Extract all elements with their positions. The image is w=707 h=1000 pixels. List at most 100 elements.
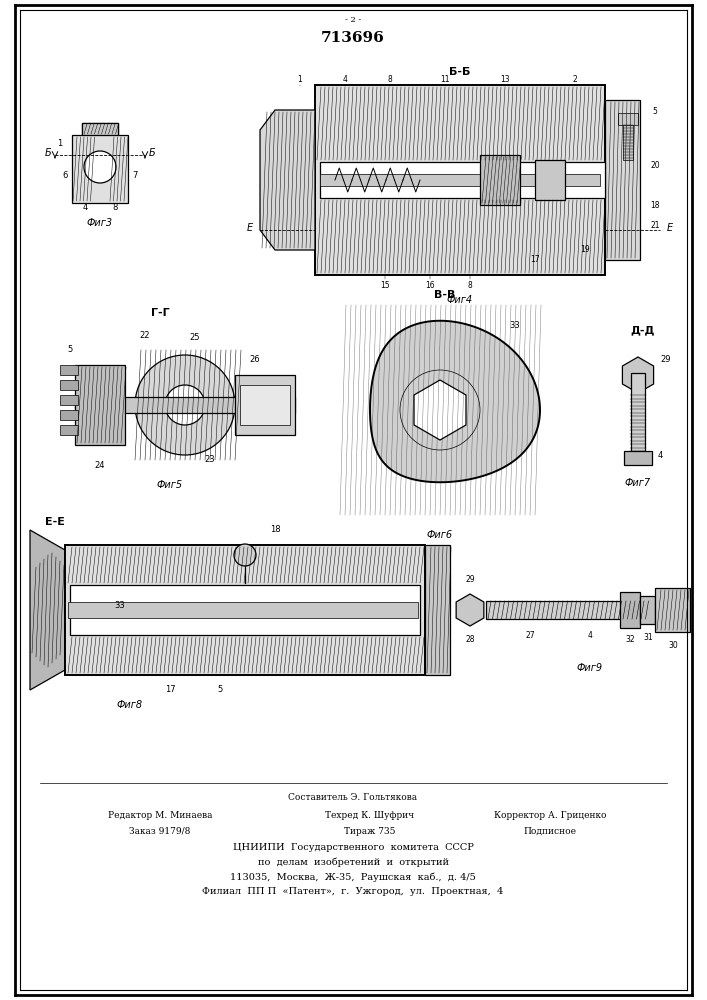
Text: E: E <box>247 223 253 233</box>
Text: - 2 -: - 2 - <box>345 16 361 24</box>
Bar <box>240 385 290 425</box>
Text: 31: 31 <box>643 634 653 643</box>
Text: Фиг6: Фиг6 <box>427 530 453 540</box>
Text: 21: 21 <box>650 221 660 230</box>
Polygon shape <box>414 380 466 440</box>
Text: 4: 4 <box>83 202 88 212</box>
Bar <box>631 373 645 455</box>
Polygon shape <box>30 530 65 690</box>
Text: 7: 7 <box>132 170 138 180</box>
Text: Корректор А. Гриценко: Корректор А. Гриценко <box>493 810 606 820</box>
Text: 5: 5 <box>653 107 658 116</box>
Bar <box>60 395 78 405</box>
Text: 26: 26 <box>250 356 260 364</box>
Text: Фиг7: Фиг7 <box>625 478 651 488</box>
Bar <box>624 451 652 465</box>
Text: Б-Б: Б-Б <box>450 67 471 77</box>
Text: 27: 27 <box>525 631 534 640</box>
Text: Е-Е: Е-Е <box>45 517 65 527</box>
Circle shape <box>165 385 205 425</box>
Bar <box>315 85 605 275</box>
Text: 4: 4 <box>343 76 347 85</box>
Text: 29: 29 <box>661 356 671 364</box>
Bar <box>618 113 638 125</box>
Text: Редактор М. Минаева: Редактор М. Минаева <box>107 810 212 820</box>
Text: Техред К. Шуфрич: Техред К. Шуфрич <box>325 810 414 820</box>
Text: 22: 22 <box>140 330 151 340</box>
Bar <box>535 160 565 200</box>
Text: Фиг9: Фиг9 <box>577 663 603 673</box>
Polygon shape <box>75 365 125 445</box>
Bar <box>75 397 295 413</box>
Bar <box>623 120 633 160</box>
Text: 8: 8 <box>112 202 117 212</box>
Text: 6: 6 <box>62 170 68 180</box>
Circle shape <box>135 355 235 455</box>
Text: В-В: В-В <box>434 290 456 300</box>
Text: 15: 15 <box>380 280 390 290</box>
Bar <box>70 585 420 635</box>
Text: 5: 5 <box>217 686 223 694</box>
Text: Подписное: Подписное <box>523 826 576 836</box>
Text: 713696: 713696 <box>321 31 385 45</box>
Text: 8: 8 <box>387 76 392 85</box>
Text: 20: 20 <box>650 160 660 169</box>
Text: 23: 23 <box>205 456 216 464</box>
Text: Фиг3: Фиг3 <box>87 218 113 228</box>
Text: 17: 17 <box>530 255 540 264</box>
Text: 25: 25 <box>189 332 200 342</box>
Text: Заказ 9179/8: Заказ 9179/8 <box>129 826 191 836</box>
Bar <box>235 375 295 435</box>
Text: 18: 18 <box>650 200 660 210</box>
Bar <box>68 602 418 618</box>
Text: 113035,  Москва,  Ж-35,  Раушская  каб.,  д. 4/5: 113035, Москва, Ж-35, Раушская каб., д. … <box>230 872 476 882</box>
Text: Фиг4: Фиг4 <box>447 295 473 305</box>
Text: 1: 1 <box>57 138 63 147</box>
Bar <box>620 592 640 628</box>
Bar <box>60 425 78 435</box>
Polygon shape <box>456 594 484 626</box>
Polygon shape <box>622 357 653 393</box>
Text: 5: 5 <box>67 346 73 355</box>
Text: 13: 13 <box>500 76 510 85</box>
Bar <box>60 365 78 375</box>
Text: Тираж 735: Тираж 735 <box>344 826 396 836</box>
Bar <box>486 601 651 619</box>
Text: 24: 24 <box>95 460 105 470</box>
Text: ЦНИИПИ  Государственного  комитета  СССР: ЦНИИПИ Государственного комитета СССР <box>233 842 474 852</box>
Circle shape <box>234 544 256 566</box>
Text: E: E <box>667 223 673 233</box>
Text: 8: 8 <box>467 280 472 290</box>
Polygon shape <box>72 123 128 203</box>
Text: 2: 2 <box>573 76 578 85</box>
Text: Д-Д: Д-Д <box>631 325 655 335</box>
Text: 11: 11 <box>440 76 450 85</box>
Text: Фиг5: Фиг5 <box>157 480 183 490</box>
Bar <box>425 545 450 675</box>
Text: 19: 19 <box>580 245 590 254</box>
Bar <box>605 100 640 260</box>
Polygon shape <box>370 321 540 482</box>
Text: Б: Б <box>45 148 52 158</box>
Bar <box>655 588 690 632</box>
Bar <box>82 123 118 135</box>
Text: 32: 32 <box>625 636 635 645</box>
Text: 1: 1 <box>298 76 303 85</box>
Bar <box>60 380 78 390</box>
Bar <box>320 162 605 198</box>
Text: 28: 28 <box>465 636 474 645</box>
Text: 30: 30 <box>668 641 678 650</box>
Bar <box>320 174 600 186</box>
Text: 4: 4 <box>658 450 662 460</box>
Text: Б: Б <box>148 148 156 158</box>
Text: 29: 29 <box>465 576 475 584</box>
Text: 17: 17 <box>165 686 175 694</box>
Text: Фиг8: Фиг8 <box>117 700 143 710</box>
Text: Филиал  ПП П  «Патент»,  г.  Ужгород,  ул.  Проектная,  4: Филиал ПП П «Патент», г. Ужгород, ул. Пр… <box>202 888 503 896</box>
Bar <box>480 155 520 205</box>
Polygon shape <box>260 110 315 250</box>
Text: Составитель Э. Гольтякова: Составитель Э. Гольтякова <box>288 792 418 802</box>
Bar <box>60 410 78 420</box>
Text: 33: 33 <box>115 600 125 609</box>
Text: 16: 16 <box>425 280 435 290</box>
